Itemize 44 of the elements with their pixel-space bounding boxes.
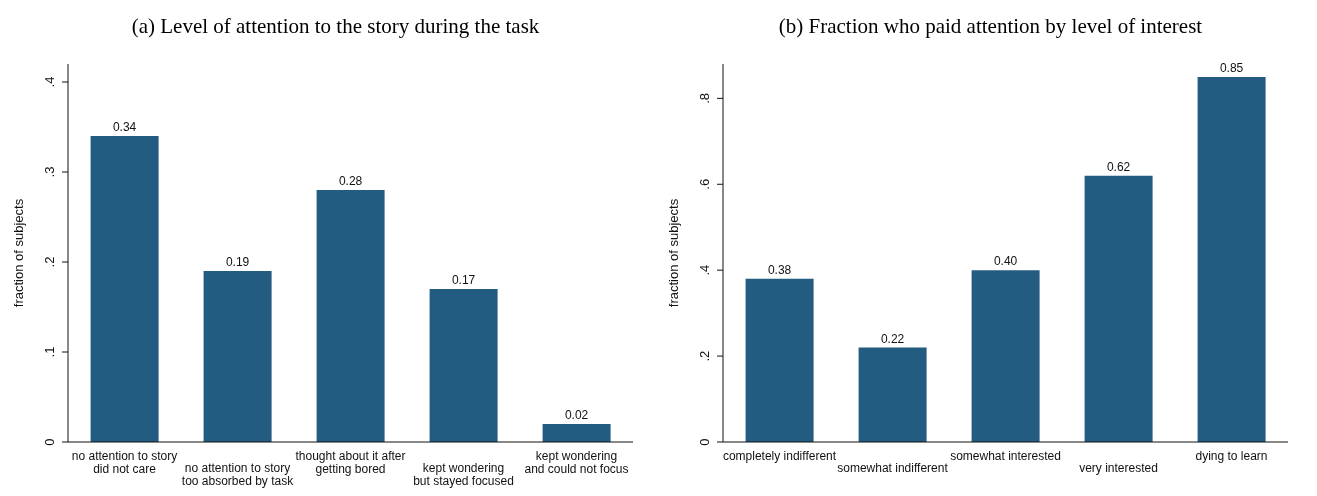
y-tick-label: .3 — [42, 166, 57, 178]
x-tick-label: thought about it after getting bored — [295, 449, 406, 476]
data-label: 0.19 — [225, 255, 250, 269]
bar — [971, 270, 1040, 442]
data-label: 0.34 — [112, 120, 137, 134]
bar — [1197, 76, 1266, 442]
y-tick-label: 0 — [697, 438, 712, 446]
y-tick-label: .4 — [42, 76, 57, 88]
y-tick-label: .8 — [697, 92, 712, 104]
y-axis-title: fraction of subjects — [665, 198, 681, 308]
data-label: 0.28 — [338, 174, 363, 188]
y-tick-label: .2 — [42, 256, 57, 268]
bar — [90, 136, 159, 442]
data-label: 0.85 — [1219, 60, 1244, 75]
x-tick-label: somewhat indifferent — [837, 461, 949, 475]
x-tick-label: completely indifferent — [722, 449, 837, 463]
y-tick-label: .2 — [697, 350, 712, 362]
y-tick-label: .1 — [42, 346, 57, 358]
bar — [542, 424, 611, 442]
x-tick-label: kept wondering and could not focus — [524, 449, 629, 476]
bar — [1084, 175, 1153, 442]
y-tick-label: .4 — [697, 264, 712, 276]
bar — [203, 271, 272, 442]
data-label: 0.62 — [1106, 159, 1131, 174]
bar — [858, 347, 927, 442]
x-tick-label: very interested — [1079, 461, 1158, 475]
chart-title: (a) Level of attention to the story during the task — [130, 13, 541, 40]
y-axis-title: fraction of subjects — [10, 198, 26, 308]
y-tick-label: 0 — [42, 438, 57, 446]
x-tick-label: no attention to story did not care — [71, 449, 178, 476]
data-label: 0.17 — [451, 273, 476, 287]
x-tick-label: kept wondering but stayed focused — [413, 461, 514, 488]
chart-title: (b) Fraction who paid attention by level of interest — [777, 13, 1204, 40]
y-tick-label: .6 — [697, 178, 712, 190]
data-label: 0.02 — [564, 408, 589, 422]
bar — [429, 289, 498, 442]
x-tick-label: dying to learn — [1195, 449, 1268, 463]
x-tick-label: somewhat interested — [950, 449, 1061, 463]
data-label: 0.38 — [767, 262, 792, 277]
x-tick-label: no attention to story too absorbed by task — [181, 461, 295, 488]
data-label: 0.22 — [880, 331, 905, 346]
bar — [316, 190, 385, 442]
data-label: 0.40 — [993, 254, 1018, 269]
bar — [745, 278, 814, 442]
